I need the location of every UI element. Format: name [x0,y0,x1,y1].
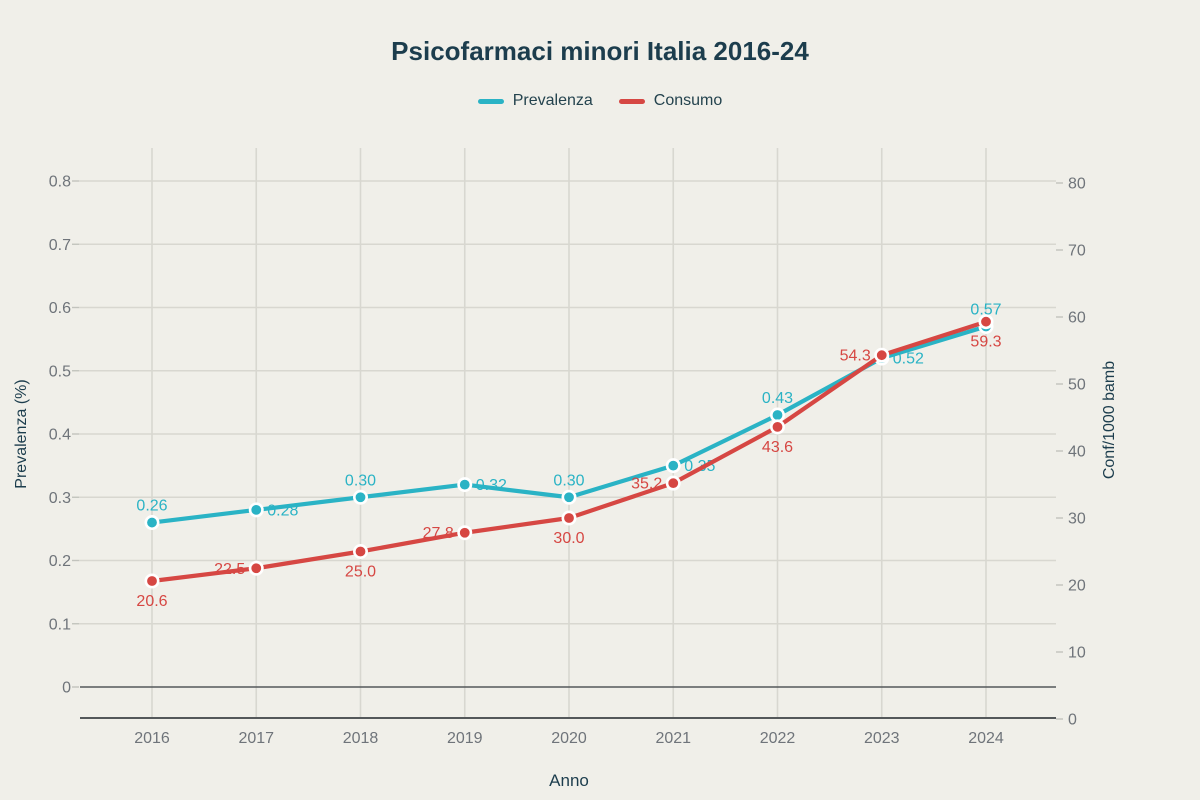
x-axis-tick-label: 2018 [343,730,379,747]
data-label-prevalenza-2019: 0.32 [476,477,507,494]
left-axis-tick-label: 0.3 [49,490,71,507]
right-axis-tick-label: 30 [1068,511,1086,528]
x-axis-tick-label: 2023 [864,730,900,747]
right-axis-tick-label: 0 [1068,712,1077,729]
data-point-consumo-2023 [874,347,890,363]
data-point-prevalenza-2022 [769,407,785,423]
x-axis-tick-label: 2021 [655,730,691,747]
legend-label-consumo: Consumo [653,92,723,109]
left-axis-tick-label: 0.5 [49,363,71,380]
data-point-prevalenza-2017 [248,502,264,518]
left-axis-tick-label: 0.6 [49,300,71,317]
legend-item-prevalenza[interactable]: Prevalenza [477,92,593,110]
data-point-consumo-2017 [248,560,264,576]
left-axis-tick-label: 0.1 [49,616,71,633]
left-axis-tick-label: 0.7 [49,237,71,254]
data-point-consumo-2020 [561,510,577,526]
x-axis-tick-label: 2024 [968,730,1004,747]
x-axis-tick-label: 2017 [238,730,274,747]
data-point-consumo-2019 [457,525,473,541]
x-axis-tick-label: 2019 [447,730,483,747]
data-label-consumo-2024: 59.3 [970,334,1001,351]
data-point-consumo-2021 [665,475,681,491]
data-point-consumo-2018 [352,543,368,559]
data-label-consumo-2016: 20.6 [136,593,167,610]
data-label-consumo-2022: 43.6 [762,439,793,456]
data-label-prevalenza-2017: 0.28 [267,502,298,519]
data-point-consumo-2022 [769,419,785,435]
left-axis-tick-label: 0.2 [49,553,71,570]
right-axis-tick-label: 60 [1068,310,1086,327]
left-axis-tick-label: 0.8 [49,174,71,191]
data-point-prevalenza-2020 [561,489,577,505]
right-axis-tick-label: 50 [1068,377,1086,394]
data-label-prevalenza-2024: 0.57 [970,301,1001,318]
x-axis-tick-label: 2016 [134,730,170,747]
data-label-prevalenza-2018: 0.30 [345,472,376,489]
data-label-consumo-2020: 30.0 [553,530,584,547]
left-axis-tick-label: 0.4 [49,427,71,444]
right-axis-tick-label: 20 [1068,578,1086,595]
right-axis-tick-label: 70 [1068,243,1086,260]
right-axis-title: Conf/1000 bamb [1101,360,1118,480]
legend-swatch-consumo-icon [618,98,645,104]
right-axis-tick-label: 40 [1068,444,1086,461]
legend-swatch-prevalenza-icon [477,98,504,104]
data-point-consumo-2024 [978,314,994,330]
data-label-consumo-2017: 22.5 [214,561,245,578]
data-label-consumo-2019: 27.8 [423,525,454,542]
x-axis-tick-label: 2020 [551,730,587,747]
data-label-prevalenza-2020: 0.30 [553,472,584,489]
x-axis-title: Anno [549,771,589,790]
x-axis-tick-label: 2022 [760,730,796,747]
data-point-consumo-2016 [144,573,160,589]
legend-item-consumo[interactable]: Consumo [618,92,723,110]
chart-title: Psicofarmaci minori Italia 2016-24 [391,36,809,66]
data-point-prevalenza-2019 [457,477,473,493]
data-label-consumo-2021: 35.2 [631,476,662,493]
data-point-prevalenza-2016 [144,515,160,531]
data-label-consumo-2018: 25.0 [345,564,376,581]
data-label-prevalenza-2022: 0.43 [762,390,793,407]
data-point-prevalenza-2021 [665,458,681,474]
left-axis-tick-label: 0 [62,680,71,697]
data-point-prevalenza-2018 [352,489,368,505]
data-label-prevalenza-2023: 0.52 [893,351,924,368]
data-label-consumo-2023: 54.3 [840,348,871,365]
right-axis-tick-label: 10 [1068,645,1086,662]
left-axis-title: Prevalenza (%) [13,379,30,489]
legend-label-prevalenza: Prevalenza [512,92,593,109]
right-axis-tick-label: 80 [1068,176,1086,193]
data-label-prevalenza-2016: 0.26 [136,498,167,515]
legend: Prevalenza Consumo [0,92,1200,110]
